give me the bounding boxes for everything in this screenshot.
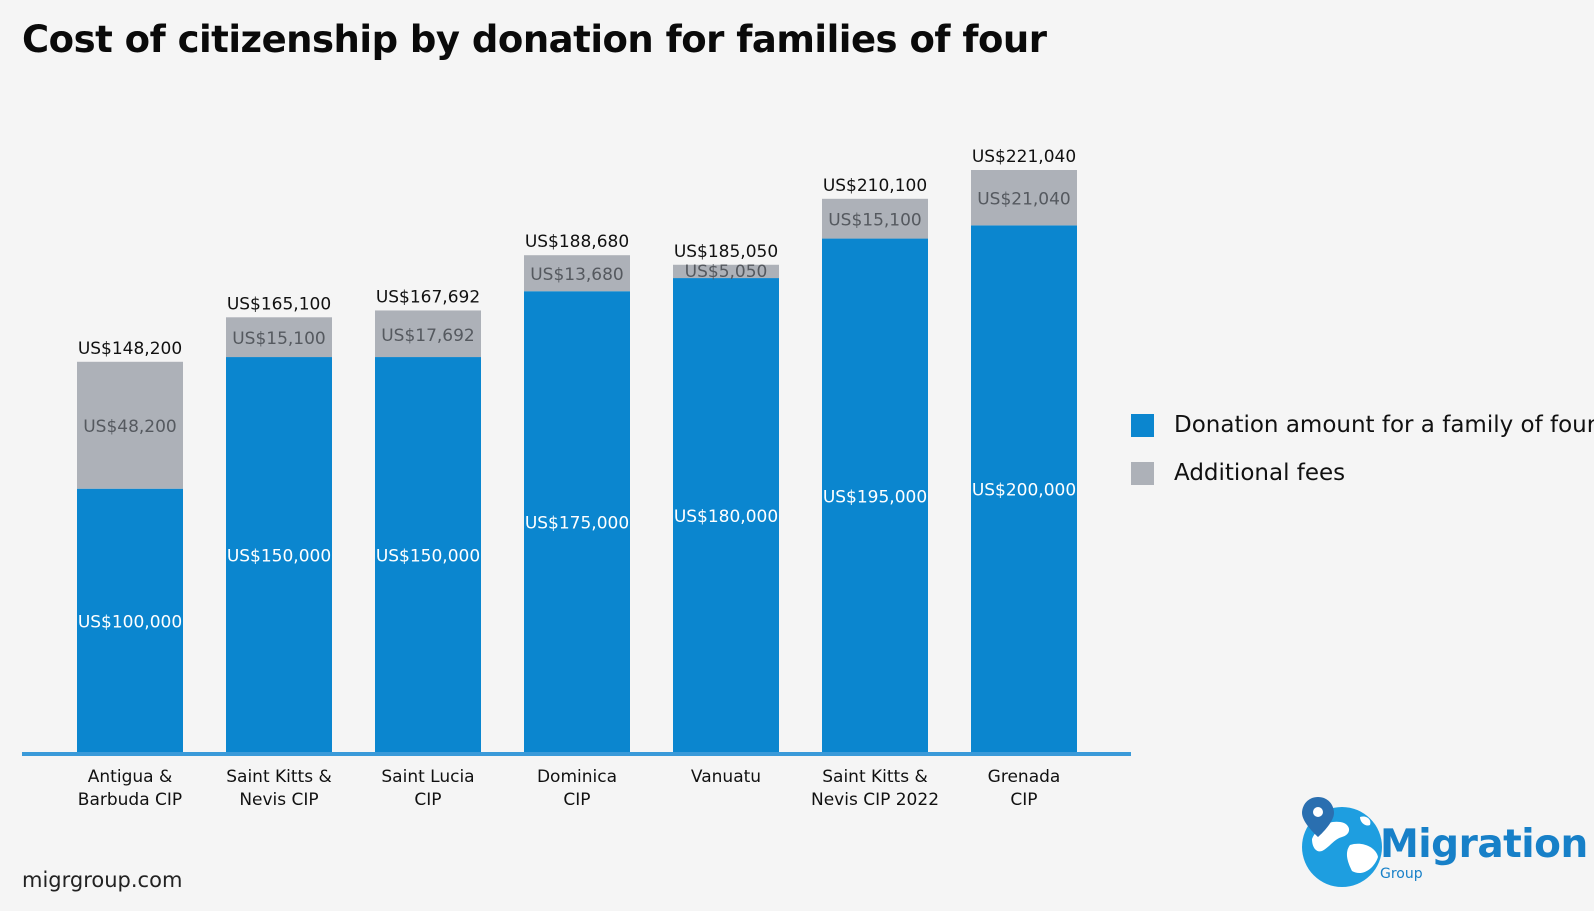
data-label-total: US$167,692 xyxy=(376,287,480,307)
legend-label-fees: Additional fees xyxy=(1174,460,1346,486)
data-label-donation: US$195,000 xyxy=(823,487,927,507)
data-label-total: US$185,050 xyxy=(674,242,778,262)
bar-fees xyxy=(673,264,779,279)
bar-donation xyxy=(822,238,928,752)
data-label-fees: US$15,100 xyxy=(828,211,922,231)
category-label: Grenada xyxy=(988,767,1061,787)
data-label-total: US$221,040 xyxy=(972,147,1076,167)
category-label: Saint Lucia xyxy=(381,767,474,787)
data-label-fees: US$15,100 xyxy=(232,329,326,349)
bar-fees xyxy=(226,317,332,358)
data-label-fees: US$21,040 xyxy=(977,190,1071,210)
bar-fees xyxy=(822,198,928,239)
data-label-total: US$210,100 xyxy=(823,176,927,196)
data-label-fees: US$17,692 xyxy=(381,326,475,346)
bar-donation xyxy=(673,278,779,752)
category-label: Nevis CIP 2022 xyxy=(811,790,939,810)
location-pin-icon xyxy=(1302,797,1334,837)
data-label-fees: US$5,050 xyxy=(685,262,768,282)
website-url: migrgroup.com xyxy=(22,868,183,892)
data-label-fees: US$13,680 xyxy=(530,265,624,285)
bar-fees xyxy=(971,170,1077,226)
x-axis-line xyxy=(22,752,1131,756)
category-label: Saint Kitts & xyxy=(822,767,928,787)
data-label-donation: US$150,000 xyxy=(227,547,331,567)
data-label-donation: US$200,000 xyxy=(972,481,1076,501)
migration-group-logo xyxy=(1302,797,1382,887)
logo-wordmark: Migration xyxy=(1380,822,1588,867)
legend-item-donation: Donation amount for a family of four xyxy=(1131,410,1594,440)
bar-fees xyxy=(524,255,630,292)
legend-swatch-donation xyxy=(1131,413,1154,437)
category-label: Antigua & xyxy=(88,767,172,787)
data-label-donation: US$100,000 xyxy=(78,612,182,632)
category-label: CIP xyxy=(414,790,441,810)
data-label-total: US$165,100 xyxy=(227,294,331,314)
bar-donation xyxy=(524,291,630,752)
legend-swatch-fees xyxy=(1131,461,1154,485)
legend-item-fees: Additional fees xyxy=(1131,458,1594,488)
category-label: CIP xyxy=(1010,790,1037,810)
bar-fees xyxy=(375,310,481,358)
category-label: Vanuatu xyxy=(691,767,761,787)
category-label: Barbuda CIP xyxy=(78,790,182,810)
data-label-donation: US$175,000 xyxy=(525,514,629,534)
category-label: Nevis CIP xyxy=(239,790,318,810)
legend-label-donation: Donation amount for a family of four xyxy=(1174,412,1594,438)
bar-donation xyxy=(226,357,332,752)
data-label-fees: US$48,200 xyxy=(83,417,177,437)
category-label: Dominica xyxy=(537,767,617,787)
category-label: CIP xyxy=(563,790,590,810)
bar-fees xyxy=(77,361,183,489)
category-label: Saint Kitts & xyxy=(226,767,332,787)
data-label-total: US$148,200 xyxy=(78,339,182,359)
data-label-donation: US$150,000 xyxy=(376,547,480,567)
bar-donation xyxy=(971,225,1077,752)
logo-subtitle: Group xyxy=(1380,866,1423,882)
legend: Donation amount for a family of four Add… xyxy=(1131,410,1594,506)
bar-donation xyxy=(375,357,481,752)
chart-title: Cost of citizenship by donation for fami… xyxy=(22,18,1047,61)
data-label-donation: US$180,000 xyxy=(674,507,778,527)
data-label-total: US$188,680 xyxy=(525,232,629,252)
bar-donation xyxy=(77,488,183,752)
